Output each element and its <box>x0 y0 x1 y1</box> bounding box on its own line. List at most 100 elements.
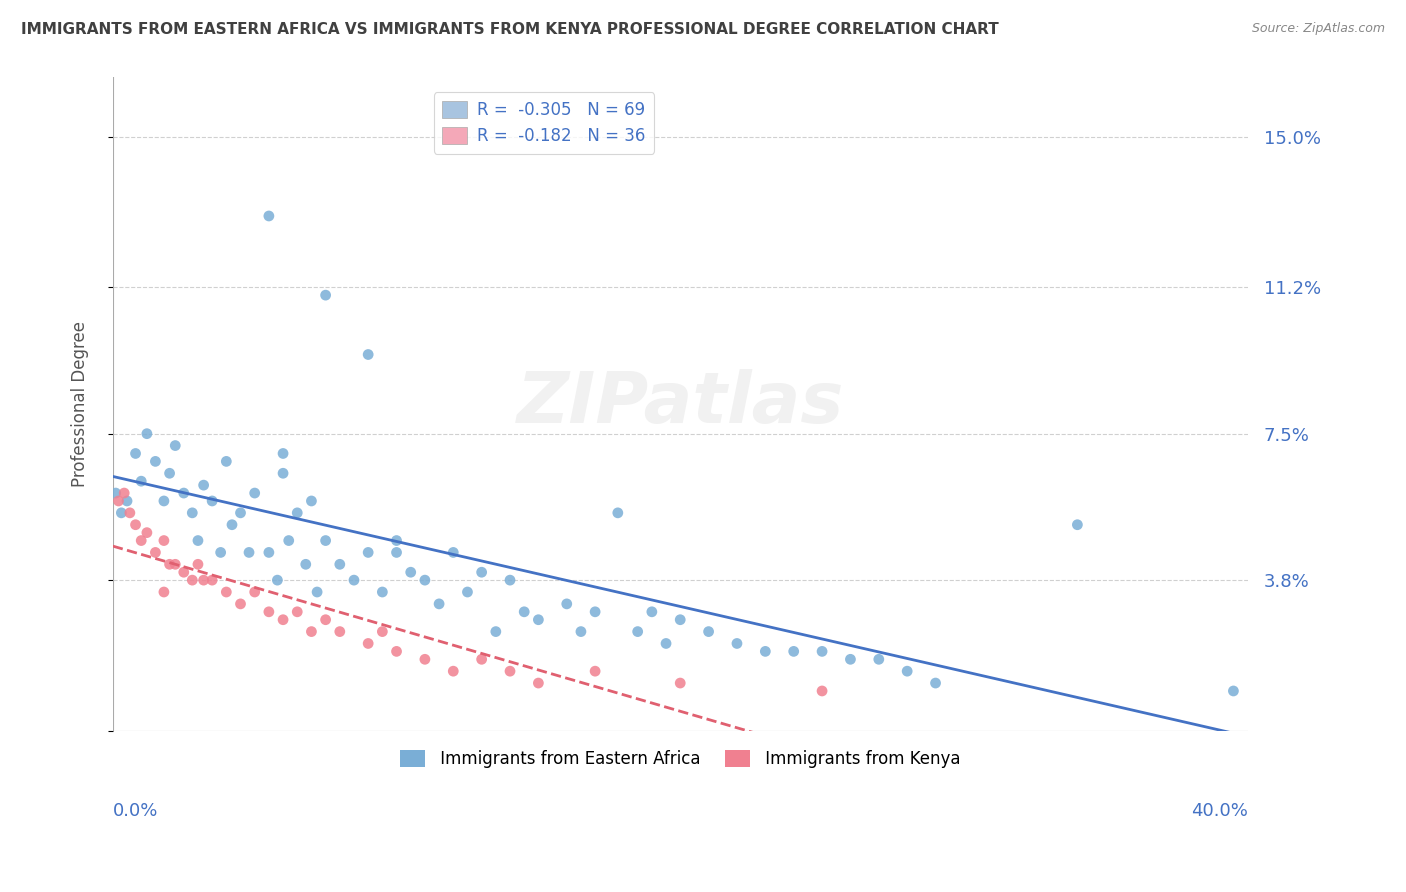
Point <box>209 545 232 559</box>
Point <box>371 585 394 599</box>
Point <box>456 585 478 599</box>
Point <box>307 585 329 599</box>
Text: IMMIGRANTS FROM EASTERN AFRICA VS IMMIGRANTS FROM KENYA PROFESSIONAL DEGREE CORR: IMMIGRANTS FROM EASTERN AFRICA VS IMMIGR… <box>21 22 998 37</box>
Y-axis label: Professional Degree: Professional Degree <box>72 321 89 487</box>
Point <box>129 533 152 548</box>
Point <box>181 573 204 587</box>
Point <box>159 558 181 572</box>
Point <box>257 209 280 223</box>
Point <box>485 624 508 639</box>
Point <box>285 506 308 520</box>
Point <box>110 506 132 520</box>
Point <box>145 545 167 559</box>
Point <box>385 533 408 548</box>
Point <box>655 636 678 650</box>
Point <box>135 426 157 441</box>
Point <box>427 597 450 611</box>
Point <box>329 558 352 572</box>
Point <box>513 605 536 619</box>
Point <box>783 644 806 658</box>
Point <box>145 454 167 468</box>
Point <box>868 652 890 666</box>
Point <box>277 533 299 548</box>
Text: 40.0%: 40.0% <box>1191 802 1247 820</box>
Point <box>569 624 592 639</box>
Text: Source: ZipAtlas.com: Source: ZipAtlas.com <box>1251 22 1385 36</box>
Point <box>811 644 834 658</box>
Point <box>697 624 720 639</box>
Point <box>343 573 366 587</box>
Point <box>266 573 288 587</box>
Point <box>271 446 294 460</box>
Point <box>641 605 664 619</box>
Point <box>243 486 266 500</box>
Point <box>1222 684 1244 698</box>
Point <box>669 613 692 627</box>
Point <box>153 585 176 599</box>
Point <box>173 486 195 500</box>
Point <box>441 545 464 559</box>
Point <box>627 624 650 639</box>
Point <box>725 636 748 650</box>
Point <box>104 486 127 500</box>
Point <box>112 486 135 500</box>
Point <box>371 624 394 639</box>
Point <box>606 506 628 520</box>
Point <box>329 624 352 639</box>
Legend:  Immigrants from Eastern Africa,  Immigrants from Kenya: Immigrants from Eastern Africa, Immigran… <box>394 743 967 774</box>
Point <box>129 474 152 488</box>
Point <box>285 605 308 619</box>
Point <box>238 545 260 559</box>
Point <box>215 585 238 599</box>
Point <box>115 494 138 508</box>
Point <box>201 573 224 587</box>
Point <box>165 439 187 453</box>
Text: 0.0%: 0.0% <box>112 802 159 820</box>
Point <box>243 585 266 599</box>
Point <box>215 454 238 468</box>
Point <box>924 676 946 690</box>
Point <box>221 517 243 532</box>
Point <box>187 533 209 548</box>
Point <box>124 446 146 460</box>
Point <box>271 467 294 481</box>
Point <box>135 525 157 540</box>
Point <box>583 664 606 678</box>
Point <box>153 494 176 508</box>
Point <box>315 533 337 548</box>
Point <box>201 494 224 508</box>
Point <box>441 664 464 678</box>
Point <box>583 605 606 619</box>
Point <box>124 517 146 532</box>
Point <box>173 566 195 580</box>
Point <box>499 573 522 587</box>
Point <box>229 506 252 520</box>
Point <box>294 558 316 572</box>
Point <box>413 652 436 666</box>
Point <box>499 664 522 678</box>
Point <box>193 478 215 492</box>
Point <box>229 597 252 611</box>
Point <box>1066 517 1088 532</box>
Point <box>271 613 294 627</box>
Point <box>385 644 408 658</box>
Point <box>385 545 408 559</box>
Point <box>153 533 176 548</box>
Point <box>315 288 337 302</box>
Point <box>413 573 436 587</box>
Point <box>471 566 494 580</box>
Point <box>193 573 215 587</box>
Point <box>301 624 323 639</box>
Point <box>357 347 380 361</box>
Point <box>527 613 550 627</box>
Point <box>257 545 280 559</box>
Point <box>527 676 550 690</box>
Point <box>301 494 323 508</box>
Point <box>165 558 187 572</box>
Point <box>811 684 834 698</box>
Text: ZIPatlas: ZIPatlas <box>516 369 844 439</box>
Point <box>669 676 692 690</box>
Point <box>181 506 204 520</box>
Point <box>357 636 380 650</box>
Point <box>257 605 280 619</box>
